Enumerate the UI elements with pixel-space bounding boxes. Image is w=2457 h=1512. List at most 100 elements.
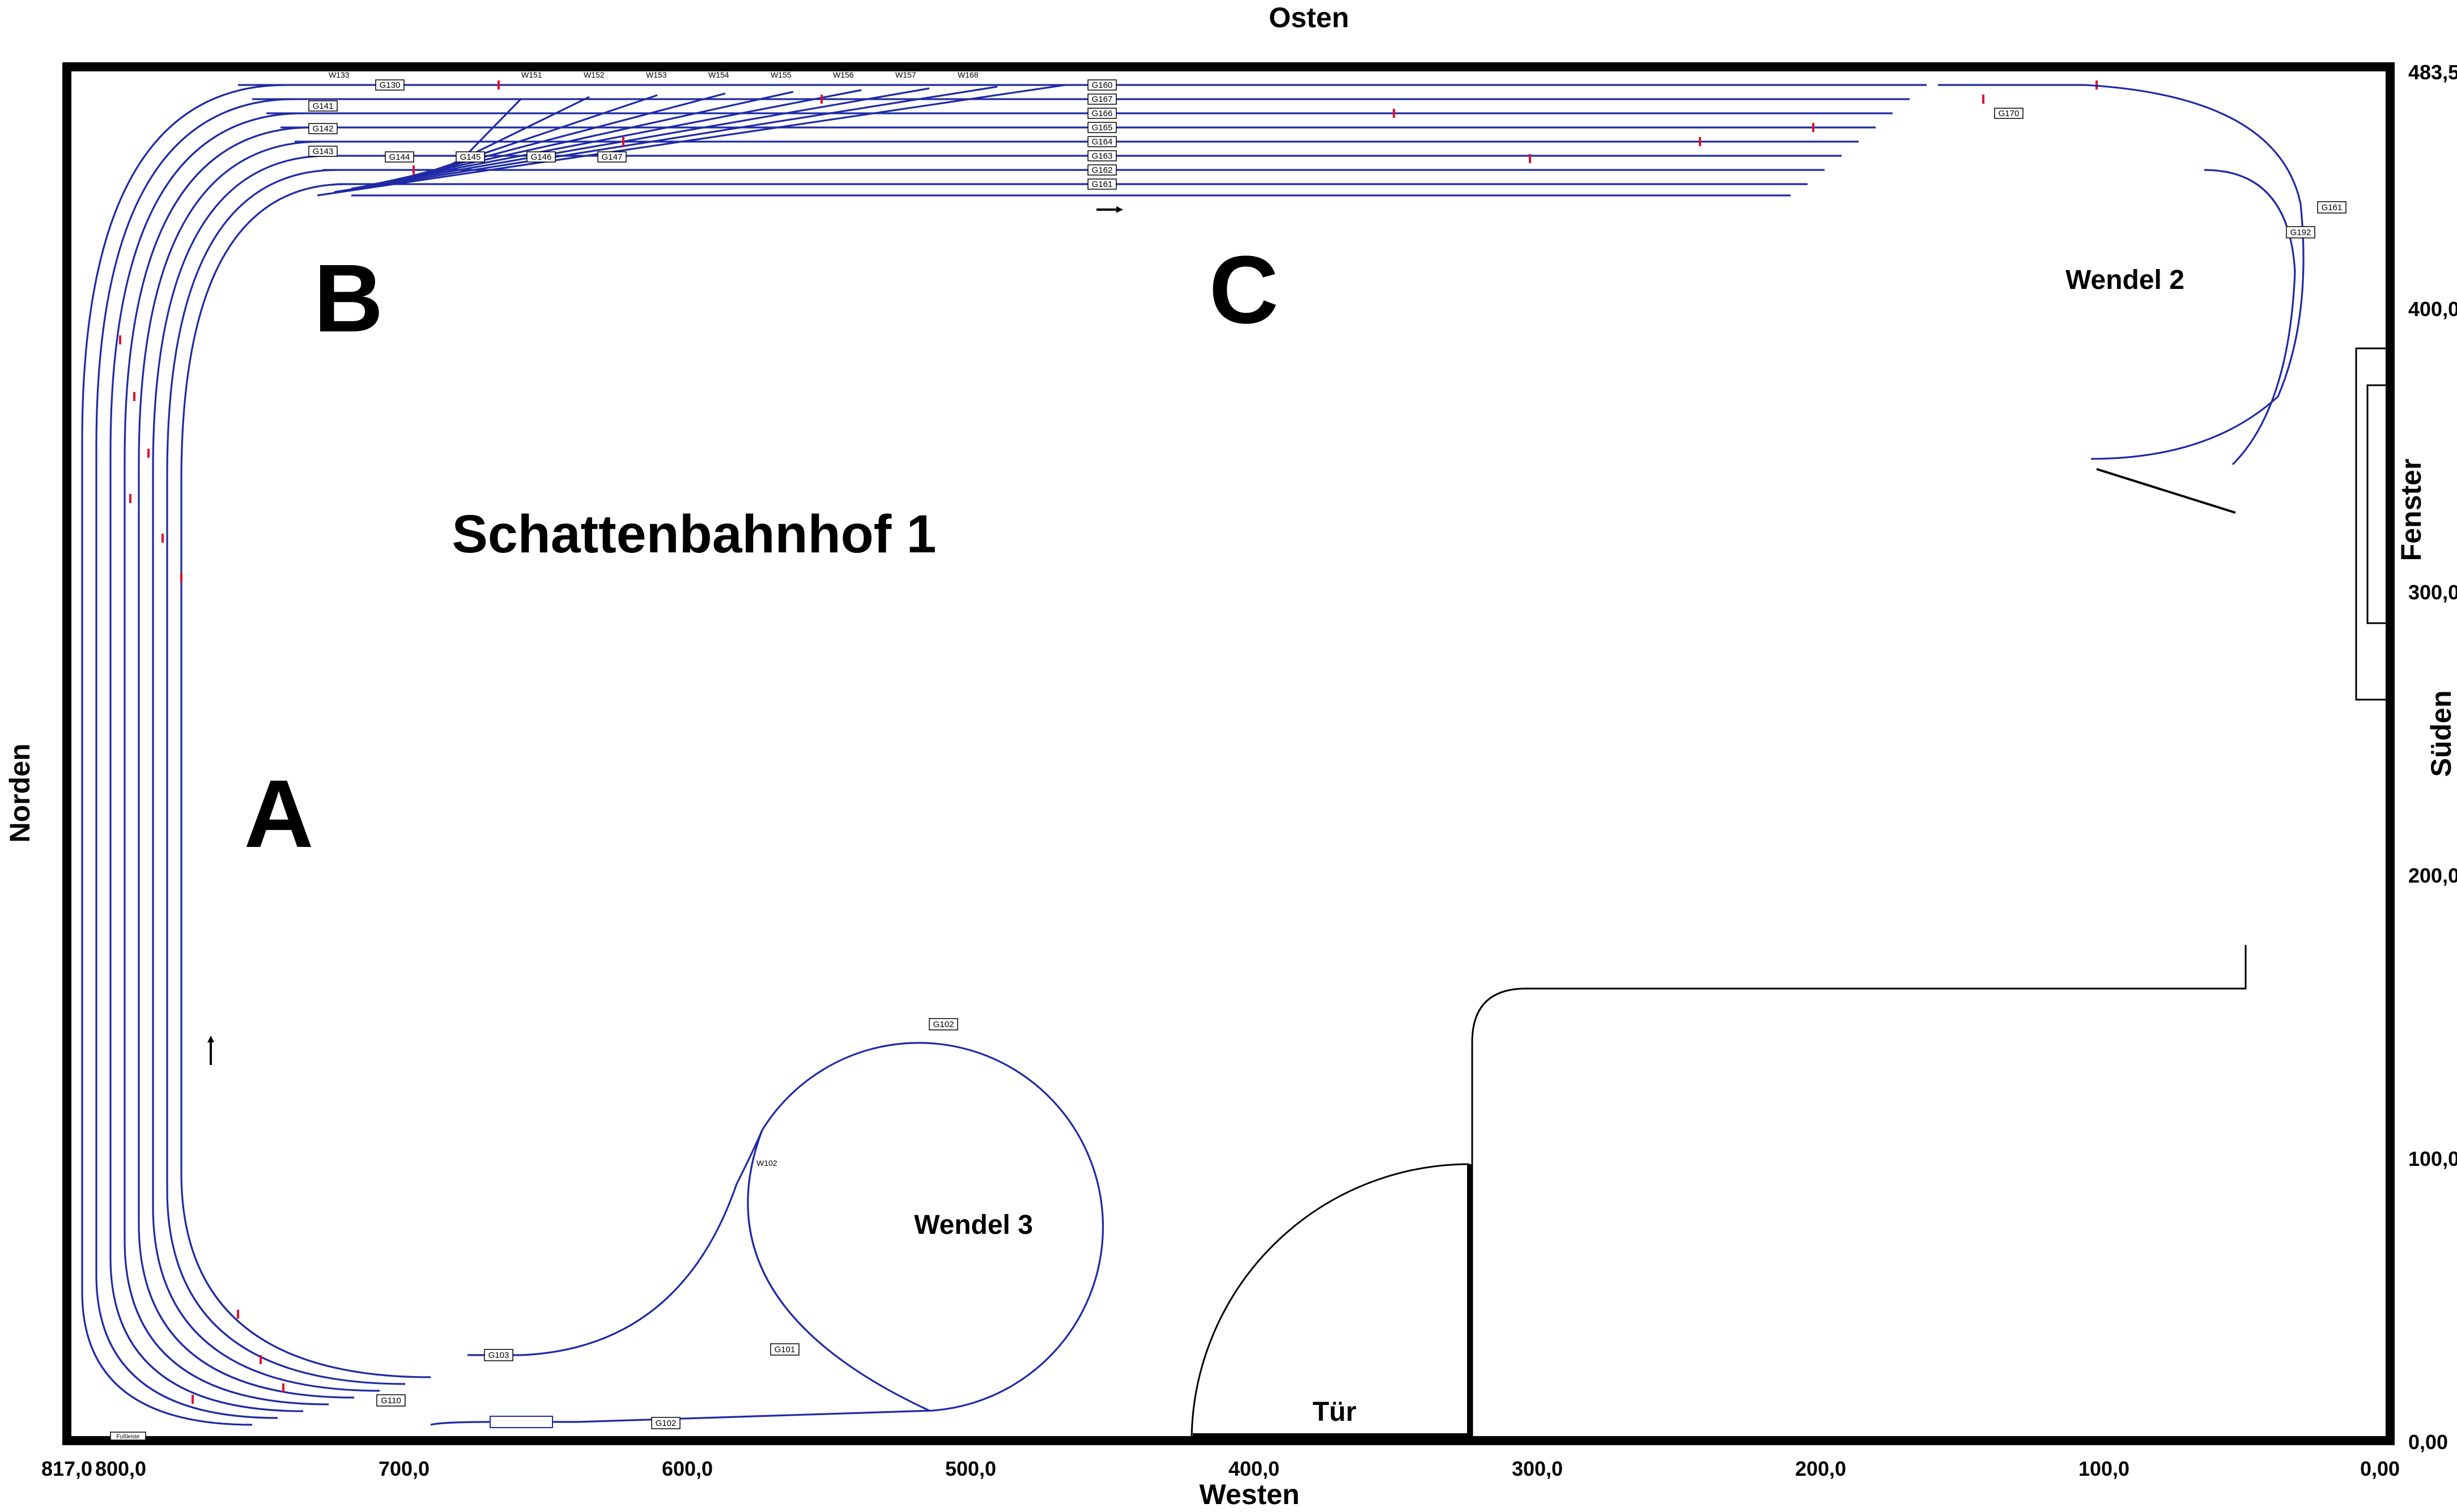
- g146-label: G146: [531, 152, 552, 162]
- g164-label-box: [1087, 136, 1117, 147]
- g143-label: G143: [313, 147, 334, 156]
- compass-south: Süden: [2425, 691, 2457, 777]
- yard-curve-3: [109, 112, 304, 454]
- g144-label: G144: [389, 152, 410, 162]
- window-label: Fenster: [2395, 459, 2427, 561]
- g161r-label: G161: [2322, 203, 2343, 212]
- y-tick-0: 0,00: [2408, 1430, 2448, 1454]
- section-label-c: C: [1209, 236, 1279, 344]
- g147-label-box: [597, 151, 627, 163]
- x-tick-500: 500,0: [945, 1457, 996, 1480]
- g161r-label-box: [2317, 201, 2347, 214]
- g167-label: G167: [1092, 95, 1113, 104]
- x-tick-800: 800,0: [95, 1457, 146, 1480]
- y-tick-300: 300,0: [2408, 581, 2457, 604]
- block-labels: G160 G167 G166 G165 G164 G163 G162 G161 G130 G170…: [308, 70, 2024, 190]
- g161-label-box: [1087, 178, 1117, 190]
- helix3-label: Wendel 3: [914, 1210, 1033, 1240]
- turnout-label: W153: [646, 70, 667, 79]
- g192-label: G192: [2290, 228, 2311, 237]
- compass-west: Westen: [1200, 1479, 1300, 1510]
- y-axis: 483,5 400,0 300,0 200,0 100,0 0,00: [2408, 61, 2457, 1454]
- g160-label: G160: [1092, 80, 1113, 90]
- g103-label: G103: [488, 1351, 509, 1360]
- yard-track-7: [166, 476, 406, 1385]
- g162-label: G162: [1092, 165, 1113, 175]
- y-tick-200: 200,0: [2408, 864, 2457, 887]
- g145-label-box: [456, 151, 485, 163]
- g145-label: G145: [460, 152, 481, 162]
- yard-track-5: [138, 465, 355, 1399]
- turnout-label: W157: [895, 70, 916, 79]
- x-axis: 817,0 800,0 700,0 600,0 500,0 400,0 300,…: [41, 1457, 2400, 1480]
- yard-curve-7: [166, 169, 338, 476]
- diag-track-2: [334, 86, 998, 193]
- yard-track-2: [95, 448, 278, 1419]
- turnout-label: W152: [584, 70, 605, 79]
- g164-label: G164: [1092, 137, 1113, 147]
- yard-track-6: [152, 470, 380, 1392]
- diagram-title: Schattenbahnhof 1: [452, 504, 936, 564]
- baseboard-frame: [62, 62, 2395, 1445]
- turnout-label: W133: [329, 70, 350, 79]
- yard-curve-4: [124, 126, 312, 459]
- section-label-b: B: [314, 245, 384, 352]
- g162-label-box: [1087, 164, 1117, 176]
- g192-label-box: [2286, 226, 2315, 238]
- turnout-label: W154: [708, 70, 729, 79]
- g110-label-box: [376, 1394, 406, 1407]
- g165-label-box: [1087, 122, 1117, 133]
- yard-track-8: [180, 482, 431, 1378]
- diag-track-6: [402, 92, 726, 180]
- g161-label: G161: [1092, 180, 1113, 189]
- g166-label: G166: [1092, 109, 1113, 118]
- g142-label-box: [308, 123, 338, 134]
- y-tick-100: 100,0: [2408, 1147, 2457, 1170]
- g102-label-box: [929, 1018, 958, 1030]
- g142-label: G142: [313, 124, 334, 134]
- y-tick-483: 483,5: [2408, 61, 2457, 84]
- yard-curve-8: [180, 183, 346, 482]
- window: Fenster: [2355, 347, 2427, 701]
- staging-yard-tracks: [81, 80, 2098, 1426]
- yard-curve-5: [138, 140, 321, 465]
- turnout-label: W155: [771, 70, 792, 79]
- g141-label: G141: [313, 101, 334, 111]
- skirting-label: Fußleiste: [116, 1434, 140, 1440]
- y-tick-400: 400,0: [2408, 297, 2457, 321]
- g163-label: G163: [1092, 151, 1113, 161]
- x-tick-200: 200,0: [1795, 1457, 1846, 1480]
- g166-label-box: [1087, 108, 1117, 119]
- turnout-label: W168: [958, 70, 979, 79]
- yard-curve-2: [95, 98, 295, 448]
- yard-curve-6: [152, 155, 329, 471]
- g167-label-box: [1087, 93, 1117, 105]
- room-walls: Tür: [1191, 945, 2247, 1439]
- turnout-label: W156: [833, 70, 854, 79]
- g165-label: G165: [1092, 123, 1113, 133]
- helix2-label: Wendel 2: [2065, 265, 2184, 295]
- g163-label-box: [1087, 150, 1117, 161]
- x-tick-817: 817,0: [41, 1457, 92, 1480]
- turnout-label: W151: [521, 70, 542, 79]
- helix-2-track: G161 G192: [1938, 84, 2347, 514]
- direction-arrows: [207, 206, 1123, 1065]
- yard-track-1: [81, 442, 253, 1426]
- compass-east: Osten: [1269, 2, 1349, 33]
- section-label-a: A: [244, 760, 314, 868]
- yard-curve-1: [81, 84, 287, 442]
- diag-track-5: [385, 91, 794, 183]
- x-tick-0: 0,00: [2360, 1457, 2400, 1480]
- x-tick-600: 600,0: [662, 1457, 713, 1480]
- diag-track-1: [317, 84, 1066, 197]
- g101-label-box: [770, 1343, 800, 1356]
- x-tick-700: 700,0: [379, 1457, 430, 1480]
- g102b-label: G102: [656, 1419, 677, 1428]
- diag-track-3: [351, 87, 930, 190]
- door-label: Tür: [1312, 1397, 1356, 1427]
- g101-label: G101: [775, 1345, 796, 1355]
- x-tick-100: 100,0: [2078, 1457, 2129, 1480]
- g141-label-box: [308, 100, 338, 112]
- g130-label: G130: [380, 80, 401, 90]
